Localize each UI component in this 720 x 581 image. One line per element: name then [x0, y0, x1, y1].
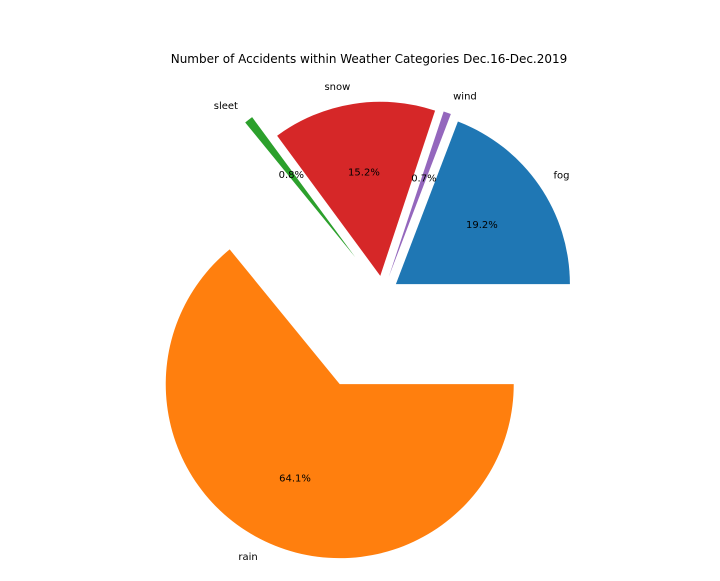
slice-label-fog: fog: [554, 171, 570, 182]
pie-slice-wind: [388, 111, 451, 277]
slice-percent-sleet: 0.8%: [279, 170, 304, 181]
pie-slice-fog: [395, 121, 570, 285]
chart-title: Number of Accidents within Weather Categ…: [171, 52, 568, 66]
slice-label-wind: wind: [453, 91, 477, 102]
slice-percent-rain: 64.1%: [279, 474, 311, 485]
slice-label-sleet: sleet: [214, 101, 238, 112]
pie-slice-sleet: [245, 117, 356, 258]
slice-label-rain: rain: [238, 552, 257, 563]
slice-percent-snow: 15.2%: [348, 168, 380, 179]
pie-slice-snow: [277, 101, 436, 276]
pie-slice-rain: [165, 249, 514, 559]
slice-percent-fog: 19.2%: [466, 220, 498, 231]
slice-label-snow: snow: [324, 82, 350, 93]
slice-percent-wind: 0.7%: [411, 173, 436, 184]
